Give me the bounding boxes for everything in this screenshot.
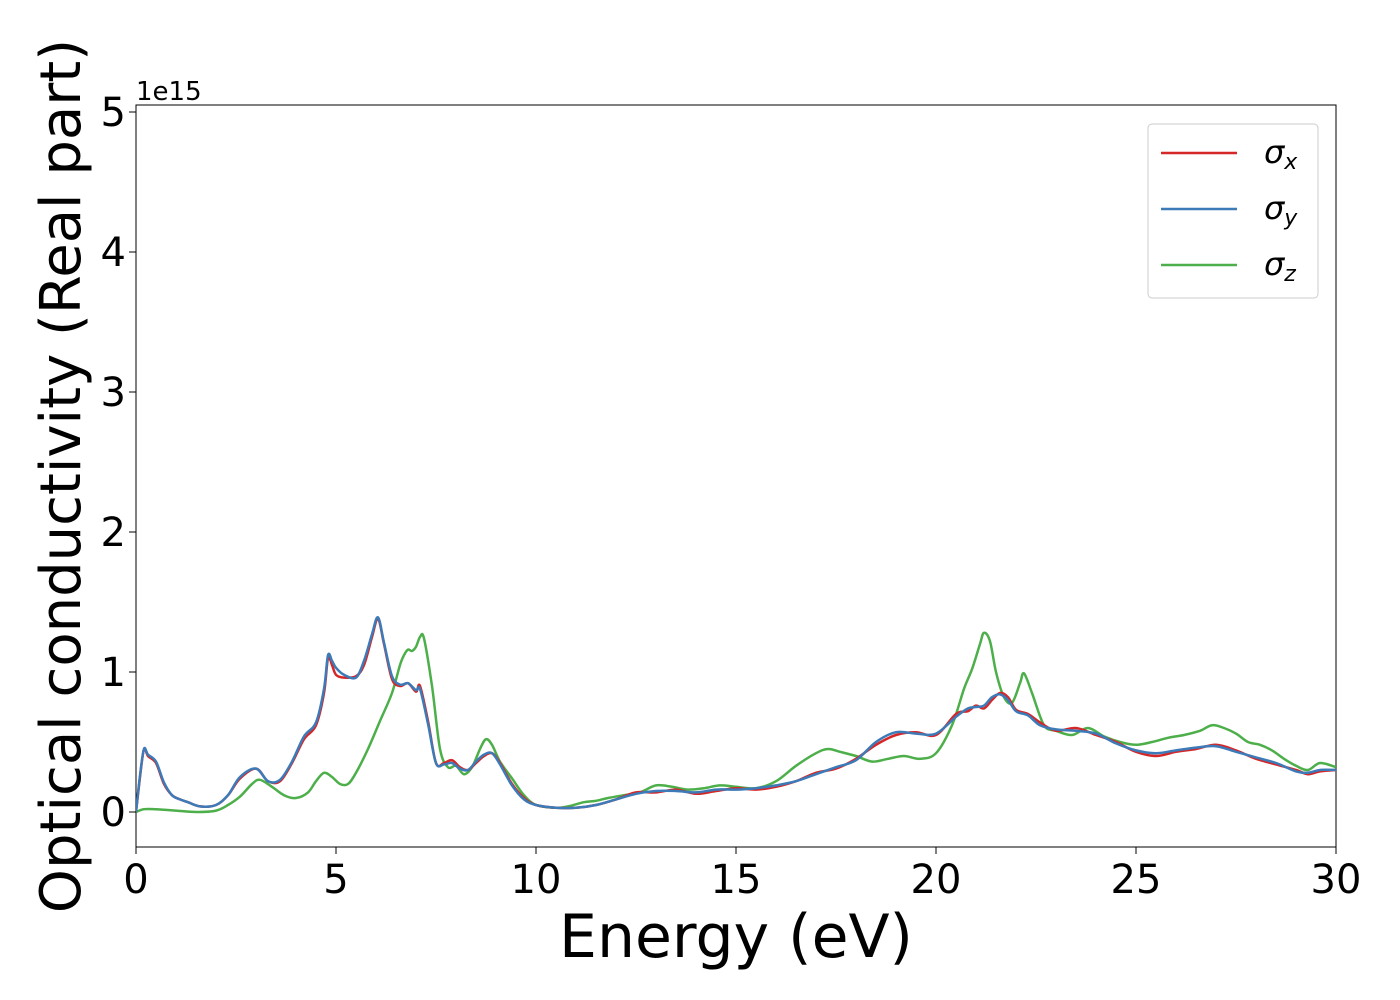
series-layer — [136, 616, 1336, 814]
legend-label-z: σz — [1264, 245, 1296, 287]
x-tick-label: 5 — [323, 857, 348, 903]
x-axis-label: Energy (eV) — [559, 902, 913, 972]
y-tick-label: 2 — [101, 510, 126, 556]
x-axis-ticks: 0 5 10 15 20 25 30 — [123, 847, 1361, 903]
legend-label-x: σx — [1264, 133, 1298, 175]
y-tick-label: 4 — [101, 230, 126, 276]
legend-frame — [1147, 123, 1319, 299]
x-tick-label: 10 — [511, 857, 562, 903]
legend-label-y: σy — [1264, 189, 1298, 231]
x-tick-label: 0 — [123, 857, 148, 903]
y-axis-ticks: 0 1 2 3 4 5 — [101, 90, 136, 836]
y-tick-label: 0 — [101, 790, 126, 836]
y-tick-label: 5 — [101, 90, 126, 136]
x-tick-label: 20 — [911, 857, 962, 903]
y-tick-label: 1 — [101, 650, 126, 696]
x-tick-label: 25 — [1111, 857, 1162, 903]
y-axis-label: Optical conductivity (Real part) — [29, 39, 94, 913]
legend-items: σx σy σz — [1161, 133, 1298, 287]
x-tick-label: 15 — [711, 857, 762, 903]
y-tick-label: 3 — [101, 370, 126, 416]
legend: σx σy σz — [1147, 123, 1319, 299]
x-tick-label: 30 — [1311, 857, 1362, 903]
y-offset-label: 1e15 — [136, 77, 202, 107]
series-line-y — [136, 616, 1336, 813]
